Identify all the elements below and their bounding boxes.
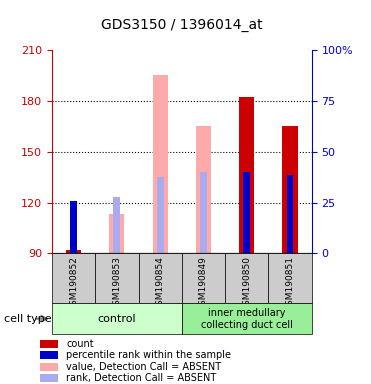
Bar	[114, 197, 120, 253]
Bar	[268, 253, 312, 303]
Bar	[239, 98, 254, 253]
Bar	[66, 250, 81, 253]
Bar	[138, 253, 182, 303]
Bar	[52, 303, 182, 334]
Bar	[95, 253, 138, 303]
Text: value, Detection Call = ABSENT: value, Detection Call = ABSENT	[66, 362, 221, 372]
Bar	[52, 253, 95, 303]
Bar	[109, 214, 124, 253]
Bar	[157, 177, 164, 253]
Bar	[225, 253, 268, 303]
Text: GSM190851: GSM190851	[286, 256, 295, 311]
Text: percentile rank within the sample: percentile rank within the sample	[66, 350, 232, 360]
Bar	[286, 175, 293, 253]
Bar	[182, 253, 225, 303]
Bar	[40, 351, 58, 359]
Bar	[196, 126, 211, 253]
Text: inner medullary
collecting duct cell: inner medullary collecting duct cell	[201, 308, 293, 329]
Text: GDS3150 / 1396014_at: GDS3150 / 1396014_at	[101, 18, 263, 32]
Bar	[40, 362, 58, 371]
Bar	[40, 374, 58, 382]
Text: GSM190849: GSM190849	[199, 256, 208, 311]
Text: count: count	[66, 339, 94, 349]
Bar	[243, 172, 250, 253]
Text: rank, Detection Call = ABSENT: rank, Detection Call = ABSENT	[66, 373, 217, 383]
Bar	[40, 339, 58, 348]
Text: GSM190852: GSM190852	[69, 256, 78, 311]
Bar	[152, 75, 168, 253]
Bar	[200, 172, 207, 253]
Bar	[282, 126, 298, 253]
Text: GSM190854: GSM190854	[156, 256, 165, 311]
Text: cell type: cell type	[4, 314, 51, 324]
Bar	[70, 201, 77, 253]
Text: GSM190850: GSM190850	[242, 256, 251, 311]
Text: control: control	[98, 314, 136, 324]
Bar	[182, 303, 312, 334]
Text: GSM190853: GSM190853	[112, 256, 121, 311]
